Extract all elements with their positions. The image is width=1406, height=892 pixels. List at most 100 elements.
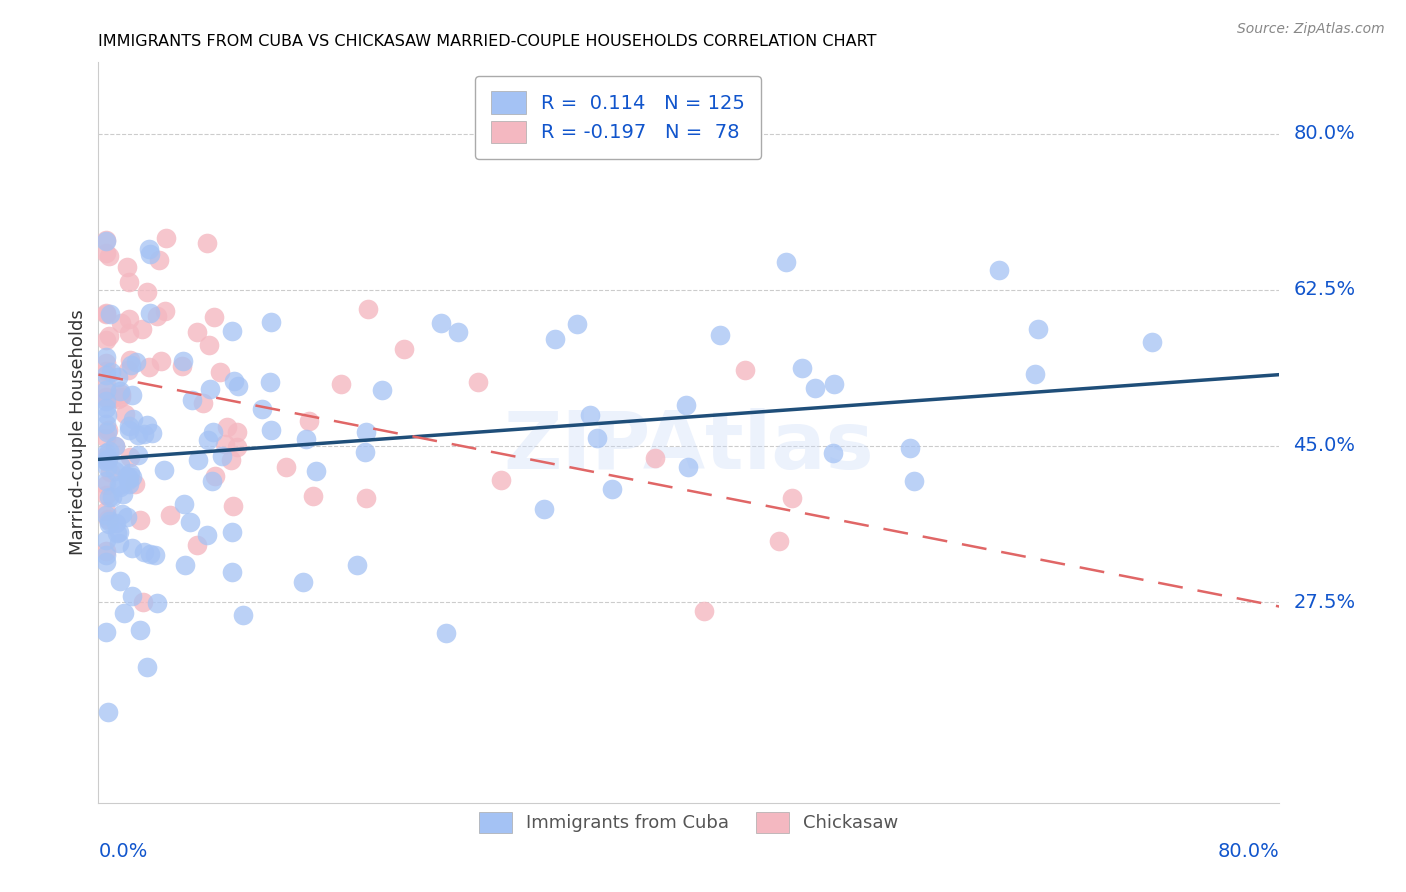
Point [110, 390, 132, 404]
Point [775, 255, 797, 269]
Point [115, 510, 138, 524]
Point [120, 352, 142, 367]
Point [136, 418, 159, 433]
Point [94, 508, 117, 522]
Point [198, 337, 221, 351]
Point [128, 512, 150, 526]
Point [103, 464, 125, 478]
Point [96, 459, 118, 474]
Point [330, 377, 353, 392]
Point [138, 242, 160, 256]
Point [94, 307, 117, 321]
Point [693, 604, 716, 618]
Point [197, 433, 219, 447]
Point [149, 354, 172, 368]
Text: 80.0%: 80.0% [1218, 842, 1279, 861]
Point [96, 425, 118, 439]
Point [120, 466, 142, 480]
Point [118, 326, 141, 340]
Point [97, 452, 120, 467]
Point [197, 528, 219, 542]
Point [898, 441, 921, 455]
Point [121, 470, 143, 484]
Point [107, 369, 129, 384]
Y-axis label: Married-couple Households: Married-couple Households [69, 310, 87, 556]
Point [97, 516, 120, 531]
Point [112, 606, 135, 620]
Point [1024, 367, 1046, 381]
Point [709, 328, 731, 343]
Point [676, 460, 699, 475]
Point [172, 354, 194, 368]
Point [94, 401, 117, 416]
Point [98, 444, 121, 458]
Point [790, 360, 813, 375]
Point [131, 322, 153, 336]
Point [104, 516, 127, 530]
Point [447, 326, 470, 340]
Legend: Immigrants from Cuba, Chickasaw: Immigrants from Cuba, Chickasaw [470, 803, 908, 842]
Point [127, 428, 149, 442]
Point [104, 439, 127, 453]
Point [201, 474, 224, 488]
Point [108, 384, 131, 398]
Point [108, 574, 131, 588]
Point [430, 316, 453, 330]
Point [118, 275, 141, 289]
Point [117, 363, 139, 377]
Point [97, 452, 120, 467]
Point [94, 234, 117, 248]
Point [118, 477, 141, 491]
Point [305, 464, 328, 478]
Point [101, 490, 124, 504]
Point [108, 478, 131, 492]
Point [211, 449, 233, 463]
Point [804, 381, 827, 395]
Point [94, 454, 117, 468]
Point [152, 463, 174, 477]
Point [139, 247, 162, 261]
Point [94, 452, 117, 467]
Point [94, 246, 117, 260]
Point [186, 325, 208, 339]
Point [586, 431, 609, 445]
Point [136, 660, 159, 674]
Point [118, 450, 141, 464]
Point [114, 407, 136, 421]
Point [252, 401, 274, 416]
Point [94, 233, 117, 247]
Point [94, 548, 117, 562]
Point [94, 333, 117, 347]
Point [226, 379, 249, 393]
Point [181, 392, 204, 407]
Point [782, 491, 804, 505]
Text: 62.5%: 62.5% [1294, 280, 1355, 300]
Point [222, 500, 245, 514]
Point [111, 507, 134, 521]
Point [187, 452, 209, 467]
Point [578, 408, 600, 422]
Point [107, 392, 129, 406]
Point [260, 423, 283, 437]
Point [139, 547, 162, 561]
Point [567, 318, 589, 332]
Point [346, 558, 368, 573]
Point [294, 433, 316, 447]
Point [232, 607, 254, 622]
Point [141, 425, 163, 440]
Point [96, 504, 118, 518]
Point [110, 387, 132, 401]
Point [221, 324, 243, 338]
Point [125, 354, 148, 368]
Point [186, 538, 208, 552]
Point [988, 262, 1011, 277]
Point [121, 358, 143, 372]
Point [108, 480, 131, 494]
Text: 45.0%: 45.0% [1294, 436, 1355, 456]
Point [201, 425, 224, 439]
Point [96, 408, 118, 422]
Point [489, 473, 512, 487]
Point [97, 515, 120, 529]
Point [97, 705, 120, 719]
Point [97, 423, 120, 437]
